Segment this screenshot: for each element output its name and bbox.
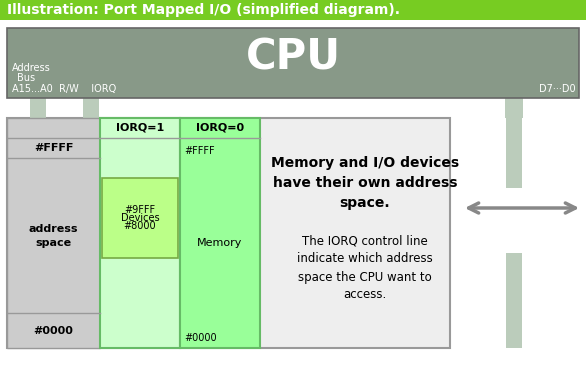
Text: CPU: CPU xyxy=(246,37,340,79)
Bar xyxy=(100,118,180,348)
Text: Devices: Devices xyxy=(121,213,159,223)
Bar xyxy=(0,0,586,20)
Text: #FFFF: #FFFF xyxy=(184,146,214,156)
Text: Address: Address xyxy=(12,63,51,73)
Bar xyxy=(102,178,178,258)
Text: address: address xyxy=(29,223,79,234)
Bar xyxy=(505,96,523,118)
Text: IORQ=0: IORQ=0 xyxy=(196,123,244,133)
Bar xyxy=(30,96,46,118)
Text: #0000: #0000 xyxy=(33,326,73,336)
Bar xyxy=(180,118,260,348)
Text: IORQ=1: IORQ=1 xyxy=(116,123,164,133)
Text: Memory and I/O devices
have their own address
space.: Memory and I/O devices have their own ad… xyxy=(271,156,459,209)
Bar xyxy=(506,118,522,188)
Text: #9FFF: #9FFF xyxy=(124,205,155,215)
Text: D7···D0: D7···D0 xyxy=(539,84,576,94)
Text: Illustration: Port Mapped I/O (simplified diagram).: Illustration: Port Mapped I/O (simplifie… xyxy=(7,3,400,17)
Text: #8000: #8000 xyxy=(124,221,156,231)
Bar xyxy=(7,28,579,98)
Bar xyxy=(7,118,450,348)
Text: #0000: #0000 xyxy=(184,333,217,343)
Bar xyxy=(83,96,99,118)
Text: Memory: Memory xyxy=(197,238,243,248)
Text: Bus: Bus xyxy=(17,73,35,83)
Text: #FFFF: #FFFF xyxy=(34,143,73,153)
Text: space: space xyxy=(35,237,71,248)
Bar xyxy=(506,253,522,348)
Text: The IORQ control line
indicate which address
space the CPU want to
access.: The IORQ control line indicate which add… xyxy=(297,234,433,301)
Text: A15...A0  R/W    IORQ: A15...A0 R/W IORQ xyxy=(12,84,116,94)
Bar xyxy=(7,118,100,348)
